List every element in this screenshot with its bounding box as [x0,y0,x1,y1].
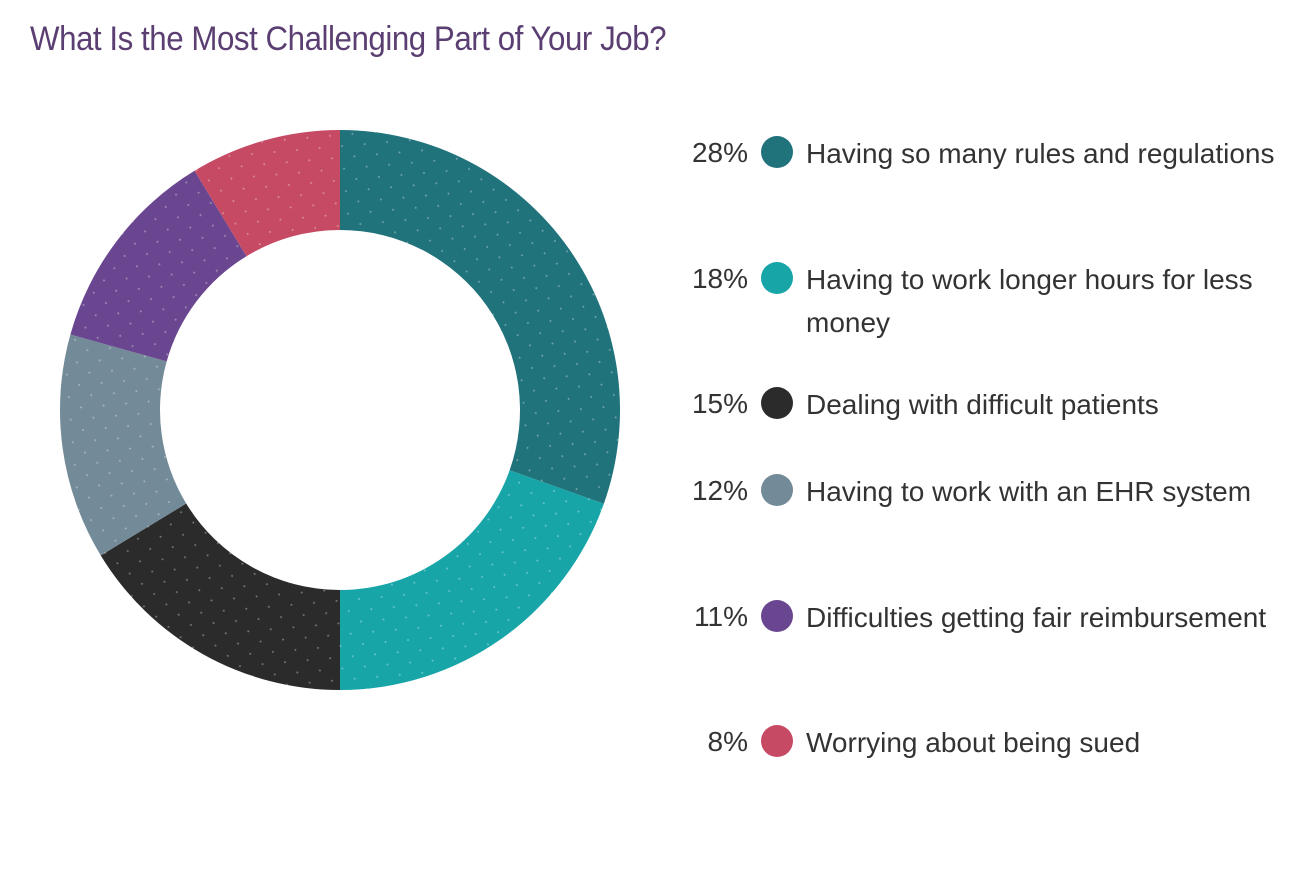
legend-item: 11% Difficulties getting fair reimbursem… [660,597,1280,687]
chart-title: What Is the Most Challenging Part of You… [30,20,667,58]
slice-texture [194,130,340,257]
legend-swatch [761,725,793,757]
slice-texture [100,503,340,690]
legend-percent: 15% [691,388,748,419]
legend-swatch [761,387,793,419]
legend-item: 18% Having to work longer hours for less… [660,259,1280,349]
legend-item: 15% Dealing with difficult patients [660,384,1280,474]
legend-label: Worrying about being sued [806,727,1141,758]
legend-item: 8% Worrying about being sued [660,722,1280,812]
legend-label: Having to work longer hours for less mon… [806,264,1253,338]
legend-swatch [761,136,793,168]
legend-item: 12% Having to work with an EHR system [660,471,1280,561]
slice-texture [340,130,620,504]
slice-texture [340,470,604,690]
legend-label: Difficulties getting fair reimbursement [806,602,1267,633]
legend-swatch [761,600,793,632]
legend-swatch [761,474,793,506]
legend-percent: 18% [691,263,748,294]
legend-item: 28% Having so many rules and regulations [660,133,1280,223]
legend-percent: 11% [694,601,748,632]
legend-percent: 28% [691,137,748,168]
slice-texture [70,170,247,362]
legend-percent: 12% [691,475,748,506]
legend-label: Having so many rules and regulations [806,138,1275,169]
slice-texture [59,334,187,556]
legend-label: Dealing with difficult patients [806,389,1159,420]
legend-percent: 8% [707,726,748,757]
legend-swatch [761,262,793,294]
legend-label: Having to work with an EHR system [806,476,1252,507]
